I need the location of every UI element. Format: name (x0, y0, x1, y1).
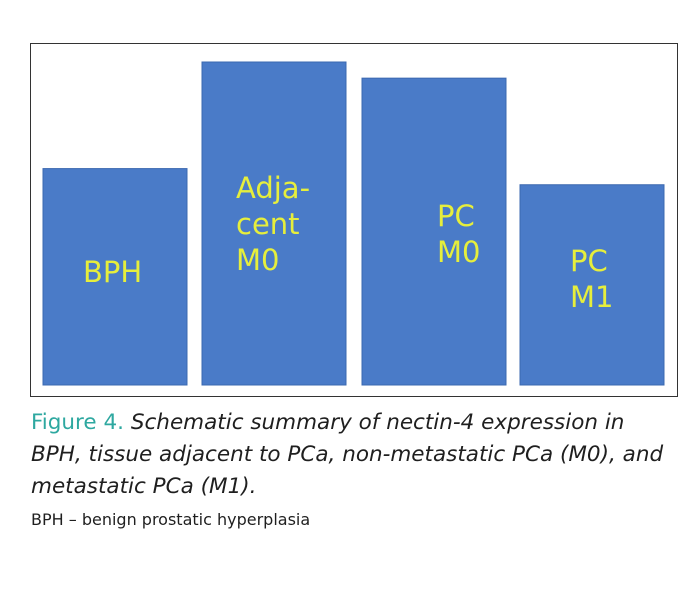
chart-frame: BPH Adja-cent M0 PC M0 PC M1 (30, 43, 678, 397)
bar-1 (201, 61, 347, 386)
figure-caption: Figure 4. Schematic summary of nectin-4 … (31, 407, 671, 503)
bar-label-3: PC M1 (570, 244, 613, 314)
bar-label-2: PC M0 (437, 199, 480, 269)
caption-footnote: BPH – benign prostatic hyperplasia (31, 510, 311, 529)
figure-label: Figure 4. (31, 410, 124, 435)
bar-label-1: Adja-cent M0 (236, 171, 310, 277)
bar-label-0: BPH (83, 255, 142, 289)
bar-3 (519, 184, 665, 386)
caption-text: Schematic summary of nectin-4 expression… (31, 410, 664, 499)
bar-chart: BPH Adja-cent M0 PC M0 PC M1 (42, 61, 665, 386)
bar-2 (361, 77, 507, 386)
bar-0 (42, 168, 188, 386)
